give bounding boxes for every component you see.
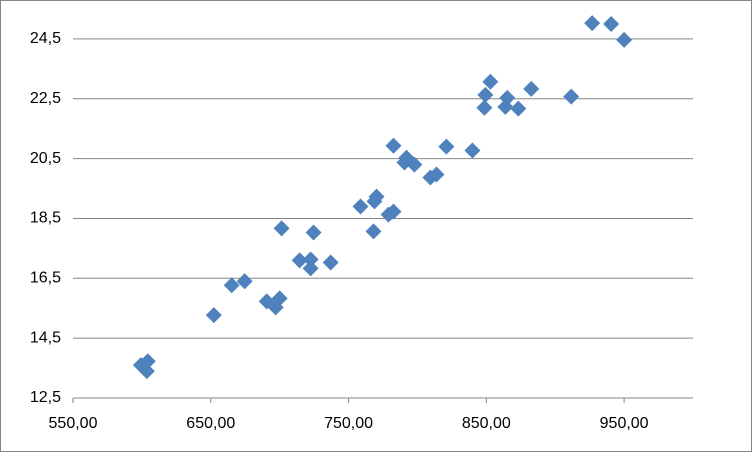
y-tick-label: 14,5 bbox=[30, 329, 61, 346]
point bbox=[139, 353, 156, 370]
point bbox=[302, 260, 319, 277]
point bbox=[584, 15, 601, 32]
point bbox=[366, 193, 383, 210]
point bbox=[322, 254, 339, 271]
point bbox=[482, 73, 499, 90]
point bbox=[205, 307, 222, 324]
x-tick-label: 550,00 bbox=[49, 415, 98, 432]
point bbox=[563, 88, 580, 105]
point bbox=[236, 273, 253, 290]
point bbox=[380, 206, 397, 223]
point bbox=[616, 31, 633, 48]
point bbox=[365, 223, 382, 240]
point bbox=[464, 142, 481, 159]
point bbox=[305, 224, 322, 241]
point bbox=[603, 15, 620, 32]
point bbox=[477, 86, 494, 103]
x-tick-label: 750,00 bbox=[324, 415, 373, 432]
point bbox=[510, 100, 527, 117]
point bbox=[385, 137, 402, 154]
x-tick-label: 950,00 bbox=[600, 415, 649, 432]
point bbox=[273, 220, 290, 237]
y-tick-label: 18,5 bbox=[30, 210, 61, 227]
point bbox=[223, 277, 240, 294]
y-tick-label: 22,5 bbox=[30, 90, 61, 107]
point bbox=[497, 98, 514, 115]
point bbox=[523, 80, 540, 97]
point bbox=[302, 251, 319, 268]
point bbox=[438, 138, 455, 155]
point bbox=[267, 299, 284, 316]
point bbox=[138, 363, 155, 380]
point bbox=[476, 99, 493, 116]
y-tick-label: 16,5 bbox=[30, 270, 61, 287]
y-tick-label: 20,5 bbox=[30, 150, 61, 167]
x-tick-label: 650,00 bbox=[186, 415, 235, 432]
point bbox=[406, 156, 423, 173]
y-tick-label: 24,5 bbox=[30, 30, 61, 47]
point bbox=[291, 252, 308, 269]
x-tick-label: 850,00 bbox=[462, 415, 511, 432]
point bbox=[428, 166, 445, 183]
y-tick-label: 12,5 bbox=[30, 389, 61, 406]
point bbox=[352, 198, 369, 215]
